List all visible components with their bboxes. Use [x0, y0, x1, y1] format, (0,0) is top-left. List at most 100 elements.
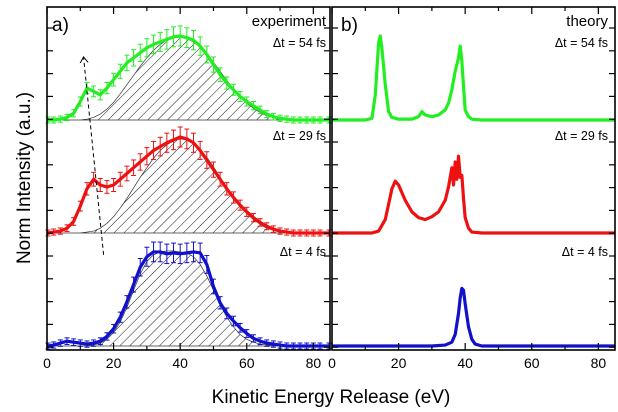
data-point: [497, 231, 500, 235]
data-point: [563, 231, 567, 235]
series-line-2: [331, 286, 616, 348]
data-point: [380, 47, 384, 50]
data-point: [312, 118, 315, 122]
data-point: [52, 118, 55, 122]
data-point: [159, 40, 162, 44]
data-point: [52, 343, 55, 347]
experiment-traces: [45, 25, 332, 350]
data-point: [265, 341, 268, 345]
panel-experiment-frame: [46, 6, 331, 351]
data-point: [198, 251, 202, 255]
data-point: [92, 90, 95, 93]
data-point: [444, 199, 447, 202]
data-point: [497, 118, 500, 122]
data-point: [112, 183, 115, 187]
data-point: [252, 337, 255, 340]
data-point: [72, 340, 75, 344]
data-point: [390, 187, 394, 191]
data-point: [185, 137, 189, 141]
data-point: [292, 344, 295, 348]
x-tick-label: 20: [391, 355, 407, 371]
dt-label-a-0: Δt = 54 fs: [273, 36, 326, 50]
data-point: [272, 342, 275, 346]
data-point: [139, 266, 142, 269]
data-point: [298, 231, 302, 235]
data-point: [59, 117, 62, 121]
data-point: [450, 88, 454, 91]
x-axis-ticks: 0 20 40 60 80 0 20 40 60 80: [43, 7, 606, 371]
data-point: [298, 118, 302, 122]
data-point: [305, 231, 308, 235]
x-tick-label: 60: [239, 355, 255, 371]
data-point: [463, 108, 467, 112]
data-point: [437, 210, 440, 214]
y-axis-label: Norm Intensity (a.u.): [14, 92, 35, 264]
data-point: [460, 60, 464, 63]
data-point: [298, 344, 302, 348]
data-point: [79, 341, 82, 345]
data-point: [258, 108, 262, 112]
data-point: [285, 117, 288, 121]
dt-label-a-2: Δt = 4 fs: [280, 245, 326, 259]
data-point: [79, 204, 82, 208]
x-tick-label: 20: [106, 355, 122, 371]
data-point: [447, 102, 450, 105]
data-point: [437, 113, 440, 117]
data-point: [467, 227, 470, 230]
data-point: [272, 115, 275, 118]
data-point: [420, 110, 424, 113]
data-point: [205, 263, 209, 266]
data-point: [245, 210, 248, 214]
data-point: [318, 231, 322, 235]
data-point: [119, 70, 122, 73]
data-point: [132, 56, 135, 60]
data-point: [225, 81, 228, 85]
data-point: [159, 250, 162, 254]
data-point: [139, 51, 142, 54]
data-point: [292, 231, 295, 235]
data-point: [377, 41, 380, 44]
data-point: [92, 178, 95, 181]
x-tick-label: 0: [43, 355, 51, 371]
data-point: [364, 118, 367, 122]
data-point: [455, 178, 459, 181]
x-tick-label: 80: [591, 355, 607, 371]
data-point: [252, 216, 255, 219]
data-point: [145, 155, 149, 158]
data-point: [384, 218, 387, 221]
data-point: [312, 231, 315, 235]
data-point: [119, 178, 122, 181]
data-point: [397, 117, 400, 121]
data-point: [125, 300, 129, 304]
data-point: [458, 176, 462, 179]
data-point: [119, 316, 122, 319]
data-point: [238, 95, 242, 98]
data-point: [458, 44, 462, 48]
data-point: [79, 100, 82, 103]
data-point: [192, 250, 195, 254]
data-point: [305, 344, 308, 348]
data-point: [467, 115, 470, 118]
data-point: [370, 231, 374, 235]
data-point: [265, 225, 268, 228]
data-point: [232, 319, 235, 323]
data-point: [99, 93, 102, 97]
data-point: [172, 35, 175, 39]
x-tick-label: 0: [328, 355, 336, 371]
data-point: [460, 287, 464, 290]
x-tick-label: 80: [306, 355, 322, 371]
data-point: [452, 183, 455, 187]
data-point: [152, 43, 155, 46]
data-point: [85, 187, 89, 191]
data-point: [458, 296, 462, 300]
data-point: [105, 335, 109, 338]
data-point: [480, 344, 484, 348]
data-point: [417, 115, 420, 118]
data-point: [305, 118, 308, 122]
data-point: [424, 113, 427, 117]
data-point: [59, 229, 62, 233]
theory-traces: [331, 34, 616, 348]
data-point: [463, 216, 467, 219]
data-point: [52, 230, 55, 234]
